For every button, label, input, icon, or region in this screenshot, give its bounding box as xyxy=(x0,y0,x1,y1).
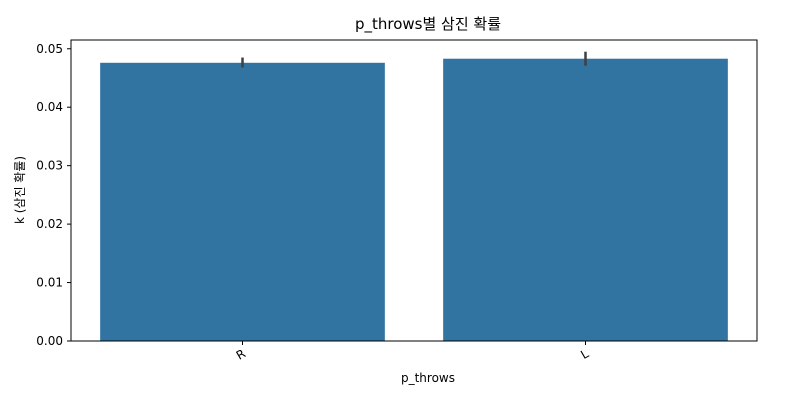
chart-title: p_throws별 삼진 확률 xyxy=(355,15,501,34)
y-tick-label: 0.04 xyxy=(36,100,63,114)
bars-group xyxy=(100,58,728,341)
error-bars-group xyxy=(241,51,587,68)
y-axis: 0.00 0.01 0.02 0.03 0.04 0.05 xyxy=(36,42,71,348)
x-tick-label-L: L xyxy=(578,346,591,362)
plot-frame xyxy=(70,39,758,342)
y-tick-label: 0.03 xyxy=(36,159,63,173)
y-axis-label: k (삼진 확률) xyxy=(13,156,27,224)
x-axis-label: p_throws xyxy=(401,371,455,385)
bar-R xyxy=(100,62,385,341)
y-tick-label: 0.05 xyxy=(36,42,63,56)
bar-L xyxy=(443,58,728,341)
y-tick-label: 0.02 xyxy=(36,217,63,231)
y-tick-label: 0.00 xyxy=(36,334,63,348)
x-tick-label-R: R xyxy=(234,346,248,362)
y-tick-label: 0.01 xyxy=(36,276,63,290)
